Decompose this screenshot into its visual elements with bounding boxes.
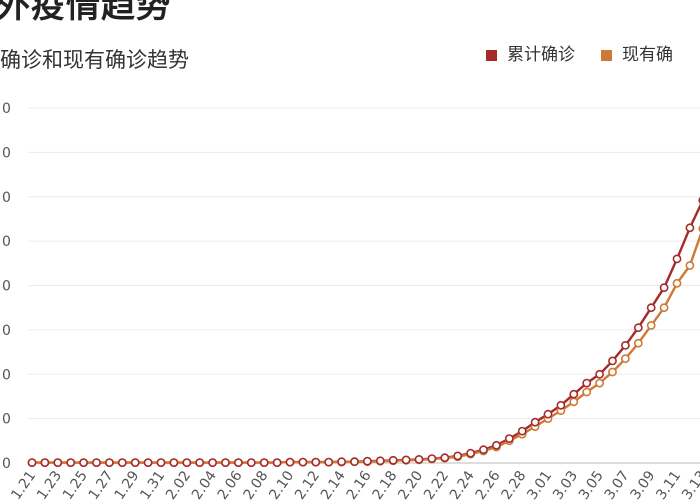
data-point-s0-12[interactable] [182, 458, 192, 467]
data-point-s0-35[interactable] [479, 445, 488, 455]
data-point-s0-46[interactable] [621, 340, 630, 350]
data-point-s0-24[interactable] [337, 457, 346, 467]
y-axis-ticks: 0 0 0 0 0 0 0 0 0 [2, 101, 11, 472]
y-tick-label: 0 [2, 279, 11, 295]
y-tick-label: 0 [2, 101, 11, 117]
y-tick-label: 0 [2, 190, 11, 206]
legend-item-cumulative[interactable]: 累计确诊 [486, 45, 575, 65]
data-point-s0-32[interactable] [440, 453, 450, 463]
data-point-s1-50[interactable] [672, 278, 682, 288]
data-point-s0-18[interactable] [259, 458, 269, 467]
data-point-s0-25[interactable] [350, 457, 359, 467]
data-point-s0-30[interactable] [414, 454, 424, 464]
y-tick-label: 0 [2, 456, 11, 472]
data-point-s0-48[interactable] [646, 303, 656, 313]
data-point-s0-4[interactable] [79, 458, 88, 467]
y-tick-label: 0 [2, 412, 11, 428]
x-axis-ticks: 1.211.231.251.271.291.312.022.042.062.08… [8, 468, 700, 500]
data-point-s0-38[interactable] [517, 426, 527, 436]
data-point-s0-26[interactable] [362, 456, 372, 466]
data-point-s0-43[interactable] [582, 378, 592, 388]
data-point-s1-49[interactable] [659, 303, 669, 313]
data-point-s0-42[interactable] [569, 389, 579, 399]
data-point-s0-50[interactable] [672, 254, 682, 264]
legend-label-cumulative: 累计确诊 [507, 45, 575, 65]
data-point-s0-9[interactable] [143, 458, 153, 467]
data-point-s0-47[interactable] [633, 323, 643, 333]
data-point-s0-10[interactable] [156, 458, 166, 467]
gridlines [28, 107, 700, 420]
data-point-s0-11[interactable] [169, 458, 179, 467]
data-point-s0-33[interactable] [453, 451, 463, 461]
data-point-s0-14[interactable] [208, 458, 217, 467]
data-point-s0-7[interactable] [117, 458, 127, 467]
data-point-s0-39[interactable] [530, 417, 540, 427]
data-point-s0-27[interactable] [375, 456, 385, 466]
data-point-s1-44[interactable] [595, 378, 604, 388]
data-point-s0-19[interactable] [272, 458, 282, 467]
legend-item-current[interactable]: 现有确 [601, 45, 673, 65]
data-point-s0-21[interactable] [298, 457, 308, 467]
data-point-s0-41[interactable] [556, 400, 566, 410]
data-point-s0-16[interactable] [233, 458, 243, 467]
chart-subtitle: 确诊和现有确诊趋势 [0, 48, 189, 72]
data-point-s0-6[interactable] [105, 458, 114, 467]
data-point-s0-44[interactable] [595, 369, 604, 379]
y-tick-label: 0 [2, 323, 11, 339]
series-points [27, 196, 700, 467]
data-point-s0-29[interactable] [401, 455, 411, 465]
data-point-s0-17[interactable] [246, 458, 256, 467]
data-point-s0-5[interactable] [92, 458, 101, 467]
data-point-s0-13[interactable] [195, 458, 205, 467]
data-point-s0-15[interactable] [221, 458, 230, 467]
data-point-s0-51[interactable] [685, 223, 695, 233]
data-point-s0-36[interactable] [491, 440, 501, 450]
data-point-s1-46[interactable] [621, 354, 630, 364]
data-point-s0-23[interactable] [324, 457, 334, 467]
data-point-s0-45[interactable] [608, 356, 617, 366]
data-point-s0-49[interactable] [659, 283, 669, 293]
series-line-1 [32, 233, 700, 464]
data-point-s0-22[interactable] [311, 457, 321, 467]
y-tick-label: 0 [2, 367, 11, 383]
data-point-s0-2[interactable] [53, 458, 63, 467]
data-point-s1-42[interactable] [569, 397, 579, 407]
data-point-s0-31[interactable] [427, 454, 437, 463]
x-tick-label: 3.13 [679, 468, 700, 500]
y-tick-label: 0 [2, 145, 11, 161]
data-point-s1-51[interactable] [685, 261, 695, 270]
data-point-s0-3[interactable] [66, 458, 76, 467]
data-point-s0-0[interactable] [27, 458, 37, 467]
data-point-s0-37[interactable] [504, 434, 514, 443]
y-tick-label: 0 [2, 234, 11, 250]
data-point-s0-34[interactable] [466, 448, 475, 458]
data-point-s1-45[interactable] [608, 367, 617, 377]
page-title: 外疫情趋势 [0, 0, 171, 26]
data-point-s0-1[interactable] [40, 458, 50, 467]
data-point-s1-47[interactable] [633, 338, 643, 348]
data-point-s1-48[interactable] [646, 320, 656, 330]
data-point-s1-43[interactable] [582, 387, 592, 397]
data-point-s0-40[interactable] [543, 409, 553, 419]
series-line-0 [32, 203, 700, 464]
data-point-s0-8[interactable] [130, 458, 140, 467]
chart-legend: 累计确诊 现有确 [486, 45, 699, 65]
legend-swatch-cumulative [486, 49, 497, 61]
legend-swatch-current [601, 49, 612, 61]
data-point-s0-28[interactable] [388, 455, 398, 465]
legend-label-current: 现有确 [622, 45, 673, 65]
data-point-s0-20[interactable] [285, 457, 295, 467]
series-lines [32, 203, 700, 464]
